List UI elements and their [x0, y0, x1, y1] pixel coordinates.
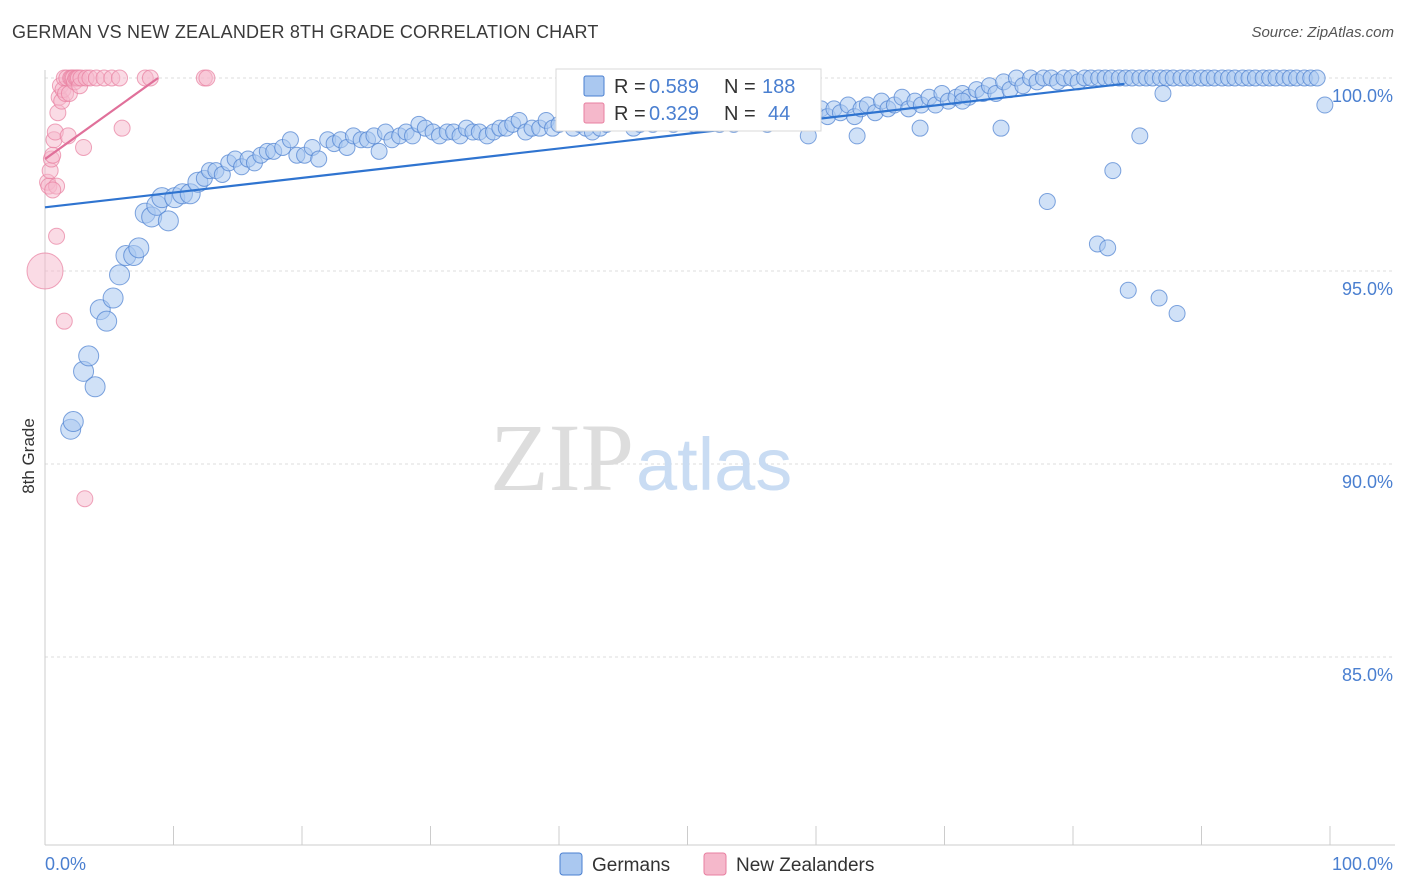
watermark-zip: ZIP	[490, 404, 634, 511]
germans-point	[62, 411, 84, 433]
new-zealanders-point	[44, 181, 62, 199]
legend-germans-r-value: 0.589	[649, 76, 699, 98]
germans-point	[102, 287, 124, 309]
axes	[44, 70, 1395, 846]
legend-nz-r-value: 0.329	[649, 103, 699, 125]
y-tick-label: 90.0%	[1342, 472, 1393, 492]
germans-point	[1119, 281, 1137, 299]
new-zealanders-point	[76, 490, 94, 508]
watermark-atlas: atlas	[636, 423, 792, 506]
legend-nz-n-value: 44	[768, 103, 790, 125]
trend-lines	[44, 77, 1125, 209]
new-zealanders-point	[55, 312, 73, 330]
legend-bottom-nz-label: New Zealanders	[736, 855, 874, 876]
legend-bottom-nz-swatch	[703, 852, 727, 876]
watermark: ZIP atlas	[490, 404, 792, 511]
germans-point	[370, 142, 388, 160]
y-tick-label: 95.0%	[1342, 279, 1393, 299]
germans-point	[1038, 193, 1056, 211]
germans-point	[84, 376, 106, 398]
series-new-zealanders	[26, 69, 216, 508]
new-zealanders-point	[198, 69, 216, 87]
germans-point	[992, 119, 1010, 137]
legend-bottom-germans-label: Germans	[592, 855, 670, 876]
germans-point	[281, 131, 299, 149]
legend-nz-r-label: R =	[614, 103, 646, 125]
chart-title: GERMAN VS NEW ZEALANDER 8TH GRADE CORREL…	[12, 22, 599, 42]
x-tick-label: 100.0%	[1332, 854, 1393, 874]
germans-point	[109, 264, 131, 286]
germans-point	[157, 210, 179, 232]
legend-nz-n-label: N =	[724, 103, 756, 125]
germans-trend-line	[44, 82, 1125, 209]
new-zealanders-trend-line	[44, 77, 159, 160]
legend-bottom-germans-swatch	[559, 852, 583, 876]
germans-point	[848, 127, 866, 145]
legend-germans-r-label: R =	[614, 76, 646, 98]
new-zealanders-point	[75, 138, 93, 156]
germans-point	[1150, 289, 1168, 307]
germans-point	[1154, 84, 1172, 102]
new-zealanders-point	[26, 252, 64, 290]
germans-point	[911, 119, 929, 137]
germans-point	[1131, 127, 1149, 145]
new-zealanders-point	[111, 69, 129, 87]
germans-point	[1104, 162, 1122, 180]
x-tick-label: 0.0%	[45, 854, 86, 874]
legend-germans-n-value: 188	[762, 76, 795, 98]
tick-labels: 85.0% 90.0% 95.0% 100.0% 0.0% 100.0%	[45, 86, 1393, 874]
germans-point	[96, 310, 118, 332]
germans-point	[1099, 239, 1117, 257]
legend-germans-n-label: N =	[724, 76, 756, 98]
germans-point	[1308, 69, 1326, 87]
germans-point	[1168, 304, 1186, 322]
y-tick-label: 100.0%	[1332, 86, 1393, 106]
germans-point	[1316, 96, 1334, 114]
y-tick-label: 85.0%	[1342, 665, 1393, 685]
germans-point	[128, 237, 150, 259]
y-axis-label: 8th Grade	[19, 418, 38, 494]
legend-bottom: Germans New Zealanders	[559, 852, 874, 876]
germans-point	[78, 345, 100, 367]
new-zealanders-point	[48, 227, 66, 245]
source-label: Source: ZipAtlas.com	[1251, 24, 1394, 41]
germans-point	[310, 150, 328, 168]
legend-nz-swatch	[583, 102, 605, 124]
legend-top: R = 0.589 N = 188 R = 0.329 N = 44	[555, 68, 822, 132]
new-zealanders-point	[113, 119, 131, 137]
grid-lines	[45, 77, 1395, 658]
legend-germans-swatch	[583, 75, 605, 97]
